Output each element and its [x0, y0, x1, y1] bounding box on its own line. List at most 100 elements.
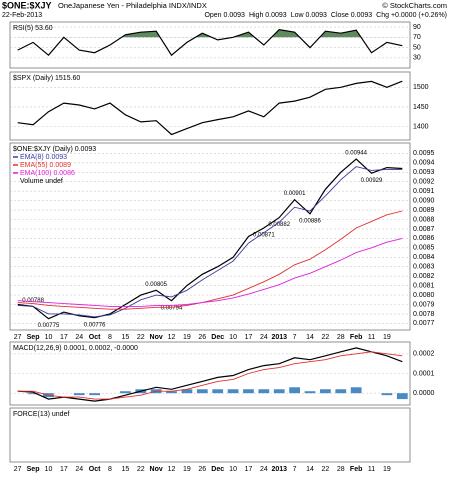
y-tick-label: 0.0094	[413, 160, 435, 167]
histogram-bar	[258, 389, 270, 394]
y-tick-label: 0.0085	[413, 245, 435, 252]
x-tick-label: 24	[260, 334, 268, 341]
x-tick-label: 8	[108, 334, 112, 341]
y-tick-label: 0.0078	[413, 311, 435, 318]
instrument-name: OneJapanese Yen - Philadelphia INDX/INDX	[58, 1, 207, 10]
panel-title: MACD(12,26,9) 0.0001, 0.0002, -0.0000	[13, 345, 138, 352]
y-tick-label: 0.0077	[413, 320, 435, 327]
y-tick-label: 0.0083	[413, 264, 435, 271]
y-tick-label: 0.0090	[413, 197, 435, 204]
y-tick-label: 0.0095	[413, 150, 435, 157]
histogram-bar	[89, 393, 100, 396]
x-tick-label: 15	[121, 334, 129, 341]
histogram-bar	[166, 391, 177, 394]
symbol: $ONE:$XJY	[2, 0, 52, 10]
x-tick-label: 22	[137, 466, 145, 473]
quote-item: Chg +0.0000 (+0.26%)	[376, 12, 447, 19]
value-label: 0.00871	[253, 233, 275, 239]
histogram-bar	[73, 393, 85, 396]
x-tick-label: 26	[198, 466, 206, 473]
value-label: 0.00944	[345, 151, 367, 157]
histogram-bar	[350, 387, 362, 394]
line	[17, 210, 403, 310]
date: 22-Feb-2013	[2, 12, 42, 19]
histogram-bar	[335, 389, 347, 394]
x-tick-label: 17	[245, 466, 253, 473]
x-tick-label: 28	[337, 334, 345, 341]
x-tick-label: 19	[383, 334, 391, 341]
line	[17, 80, 403, 136]
line	[17, 347, 403, 402]
legend-label: EMA(8) 0.0093	[20, 154, 67, 161]
line	[17, 166, 403, 318]
x-tick-label: 17	[60, 334, 68, 341]
y-tick-label: 0.0088	[413, 216, 435, 223]
x-tick-label: 10	[45, 334, 53, 341]
x-tick-label: 19	[383, 466, 391, 473]
legend-label: EMA(55) 0.0089	[20, 162, 71, 169]
y-tick-label: 0.0092	[413, 179, 435, 186]
x-tick-label: 2013	[271, 466, 287, 473]
x-tick-label: Feb	[350, 466, 362, 473]
y-tick-label: 1400	[413, 123, 429, 130]
quote: Chg +0.0000 (+0.26%) Close 0.0093 Low 0.00…	[204, 12, 447, 19]
panel-title: RSI(5) 53.60	[13, 25, 53, 32]
x-tick-label: 2013	[271, 334, 287, 341]
y-tick-label: 0.0084	[413, 254, 435, 261]
y-tick-label: 0.0079	[413, 301, 435, 308]
x-tick-label: 26	[198, 334, 206, 341]
y-tick-label: 90	[413, 24, 421, 31]
panel-title: FORCE(13) undef	[13, 411, 69, 418]
y-tick-label: 0.0087	[413, 226, 435, 233]
y-tick-label: 0.0080	[413, 292, 435, 299]
y-tick-label: 50	[413, 44, 421, 51]
legend-label: Volume undef	[20, 178, 63, 185]
y-tick-label: 0.0086	[413, 235, 435, 242]
y-tick-label: 70	[413, 34, 421, 41]
x-tick-label: 8	[108, 466, 112, 473]
line	[17, 351, 403, 400]
histogram-bar	[120, 391, 131, 394]
source: © StockCharts.com	[382, 1, 447, 10]
x-tick-label: 19	[183, 334, 191, 341]
panel-title: $ONE:$XJY (Daily) 0.0093	[13, 146, 96, 153]
y-tick-label: 0.0000	[413, 390, 435, 397]
quote-item: Low 0.0093	[291, 12, 327, 19]
x-tick-label: 22	[321, 466, 329, 473]
value-label: 0.00775	[38, 323, 60, 329]
value-label: 0.00882	[268, 222, 290, 228]
x-tick-label: 17	[245, 334, 253, 341]
panel-frame	[9, 142, 411, 331]
x-tick-label: 17	[60, 466, 68, 473]
x-tick-label: 11	[368, 334, 375, 341]
x-tick-label: Sep	[27, 466, 40, 473]
y-tick-label: 0.0002	[413, 351, 435, 358]
value-label: 0.00886	[299, 218, 321, 224]
x-tick-label: 15	[121, 466, 129, 473]
value-label: 0.00776	[84, 322, 106, 328]
quote-item: Close 0.0093	[331, 12, 372, 19]
x-tick-label: Oct	[89, 334, 101, 341]
y-tick-label: 0.0093	[413, 169, 435, 176]
y-tick-label: 0.0001	[413, 370, 435, 377]
line	[17, 158, 403, 320]
panel-frame	[9, 21, 411, 69]
x-tick-label: Sep	[27, 334, 40, 341]
x-tick-label: 7	[293, 334, 297, 341]
x-tick-label: Oct	[89, 466, 101, 473]
y-tick-label: 30	[413, 55, 421, 62]
x-tick-label: Dec	[211, 466, 224, 473]
histogram-bar	[396, 393, 408, 400]
value-label: 0.00788	[22, 298, 44, 304]
histogram-bar	[181, 389, 193, 394]
overbought-area	[17, 29, 403, 38]
histogram-bar	[212, 389, 224, 394]
value-label: 0.00901	[284, 191, 306, 197]
value-label: 0.00929	[361, 178, 383, 184]
line	[17, 237, 403, 307]
x-tick-label: 10	[45, 466, 53, 473]
x-tick-label: Nov	[150, 334, 163, 341]
panel-title: $SPX (Daily) 1515.60	[13, 75, 80, 82]
x-tick-label: 24	[260, 466, 268, 473]
